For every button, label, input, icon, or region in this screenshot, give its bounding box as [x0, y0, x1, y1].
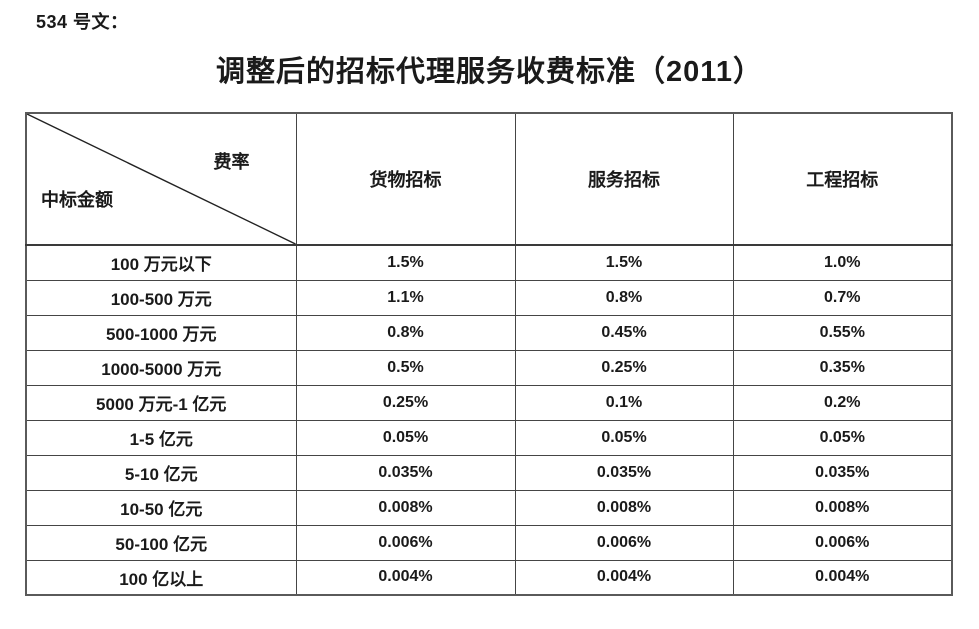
diagonal-divider-icon: [27, 114, 296, 244]
rate-cell: 0.05%: [732, 419, 953, 456]
rate-cell: 0.008%: [514, 489, 734, 526]
rate-cell: 1.5%: [295, 244, 516, 281]
rate-cell: 0.8%: [514, 279, 734, 316]
corner-label-amount: 中标金额: [41, 190, 113, 210]
table-row: 5000 万元-1 亿元 0.25% 0.1% 0.2%: [25, 384, 953, 421]
rate-cell: 0.035%: [295, 454, 516, 491]
rate-cell: 0.55%: [732, 314, 953, 351]
table-row: 50-100 亿元 0.006% 0.006% 0.006%: [25, 524, 953, 561]
table-header-row: 费率 中标金额 货物招标 服务招标 工程招标: [25, 112, 953, 246]
rate-cell: 1.5%: [514, 244, 734, 281]
amount-cell: 5000 万元-1 亿元: [25, 384, 297, 421]
rate-cell: 0.008%: [732, 489, 953, 526]
table-row: 10-50 亿元 0.008% 0.008% 0.008%: [25, 489, 953, 526]
column-header-services: 服务招标: [514, 112, 734, 246]
amount-cell: 1-5 亿元: [25, 419, 297, 456]
table-row: 5-10 亿元 0.035% 0.035% 0.035%: [25, 454, 953, 491]
rate-cell: 0.006%: [295, 524, 516, 561]
table-row: 100-500 万元 1.1% 0.8% 0.7%: [25, 279, 953, 316]
rate-cell: 0.45%: [514, 314, 734, 351]
rate-cell: 0.004%: [295, 559, 516, 596]
rate-cell: 0.05%: [295, 419, 516, 456]
rate-cell: 0.004%: [732, 559, 953, 596]
amount-cell: 1000-5000 万元: [25, 349, 297, 386]
amount-cell: 5-10 亿元: [25, 454, 297, 491]
rate-cell: 0.006%: [732, 524, 953, 561]
table-row: 1000-5000 万元 0.5% 0.25% 0.35%: [25, 349, 953, 386]
table-row: 1-5 亿元 0.05% 0.05% 0.05%: [25, 419, 953, 456]
table-row: 500-1000 万元 0.8% 0.45% 0.55%: [25, 314, 953, 351]
doc-number-label: 534 号文：: [36, 12, 129, 32]
rate-cell: 0.008%: [295, 489, 516, 526]
rate-cell: 0.035%: [732, 454, 953, 491]
column-header-goods: 货物招标: [295, 112, 516, 246]
page-title: 调整后的招标代理服务收费标准（2011）: [216, 56, 763, 88]
rate-cell: 0.7%: [732, 279, 953, 316]
amount-cell: 500-1000 万元: [25, 314, 297, 351]
rate-cell: 1.0%: [732, 244, 953, 281]
rate-cell: 0.5%: [295, 349, 516, 386]
rate-cell: 0.8%: [295, 314, 516, 351]
column-header-engineering: 工程招标: [732, 112, 953, 246]
amount-cell: 100 亿以上: [25, 559, 297, 596]
rate-cell: 0.35%: [732, 349, 953, 386]
rate-cell: 0.006%: [514, 524, 734, 561]
table-row: 100 万元以下 1.5% 1.5% 1.0%: [25, 244, 953, 281]
corner-header-cell: 费率 中标金额: [25, 112, 297, 246]
table-row: 100 亿以上 0.004% 0.004% 0.004%: [25, 559, 953, 596]
rate-cell: 0.25%: [514, 349, 734, 386]
rate-cell: 0.2%: [732, 384, 953, 421]
fee-rate-table: 费率 中标金额 货物招标 服务招标 工程招标 100 万元以下 1.5% 1.5…: [25, 112, 953, 596]
amount-cell: 100-500 万元: [25, 279, 297, 316]
amount-cell: 100 万元以下: [25, 244, 297, 281]
rate-cell: 0.25%: [295, 384, 516, 421]
rate-cell: 0.004%: [514, 559, 734, 596]
rate-cell: 1.1%: [295, 279, 516, 316]
amount-cell: 10-50 亿元: [25, 489, 297, 526]
corner-label-rate: 费率: [213, 152, 250, 172]
rate-cell: 0.05%: [514, 419, 734, 456]
amount-cell: 50-100 亿元: [25, 524, 297, 561]
rate-cell: 0.035%: [514, 454, 734, 491]
rate-cell: 0.1%: [514, 384, 734, 421]
